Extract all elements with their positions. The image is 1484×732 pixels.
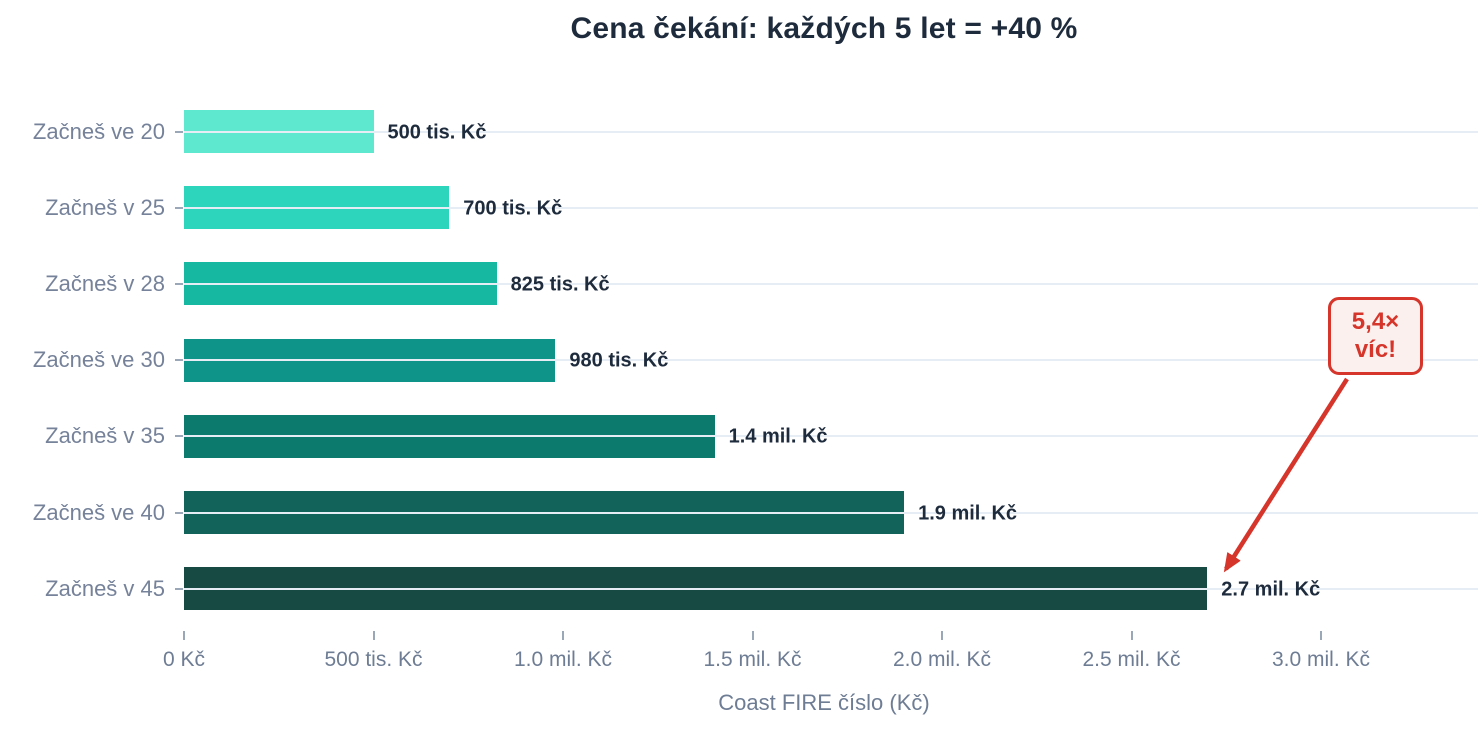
category-gridline	[184, 587, 1478, 590]
value-label: 2.7 mil. Kč	[1221, 578, 1321, 601]
category-gridline	[184, 359, 1478, 362]
x-axis-title: Coast FIRE číslo (Kč)	[718, 690, 930, 715]
category-label: Začneš v 35	[45, 423, 165, 449]
category-gridline	[184, 282, 1478, 285]
y-axis-tick	[175, 587, 183, 590]
category-gridline	[184, 435, 1478, 438]
x-axis-tick-label: 1.0 mil. Kč	[513, 648, 613, 671]
x-axis-tick-label: 0 Kč	[162, 648, 206, 671]
x-axis-tick-label: 2.0 mil. Kč	[892, 648, 992, 671]
category-label: Začneš v 25	[45, 194, 165, 220]
x-axis-tick-label: 1.5 mil. Kč	[703, 648, 802, 671]
value-label: 980 tis. Kč	[569, 349, 669, 372]
y-axis-tick	[175, 206, 183, 209]
chart-title: Cena čekání: každých 5 let = +40 %	[570, 12, 1078, 45]
x-axis-tick	[1320, 631, 1322, 640]
category-label: Začneš v 45	[45, 575, 165, 601]
y-axis-tick	[175, 435, 183, 438]
category-label: Začneš ve 30	[32, 347, 165, 373]
x-axis-tick-label: 3.0 mil. Kč	[1271, 648, 1371, 671]
x-axis-tick-label: 2.5 mil. Kč	[1082, 648, 1181, 671]
x-axis-tick	[562, 631, 564, 640]
value-label: 1.9 mil. Kč	[918, 502, 1018, 524]
x-axis-tick	[183, 631, 185, 640]
annotation-line1: 5,4×	[1351, 308, 1400, 336]
value-label: 1.4 mil. Kč	[728, 425, 828, 448]
category-label: Začneš v 28	[45, 270, 165, 296]
annotation-callout: 5,4× víc!	[1328, 297, 1423, 375]
category-gridline	[184, 130, 1478, 133]
value-label: 825 tis. Kč	[510, 273, 610, 296]
y-axis-tick	[175, 282, 183, 285]
category-label: Začneš ve 40	[32, 499, 165, 525]
x-axis-tick	[941, 631, 943, 640]
y-axis-tick	[175, 511, 183, 514]
x-axis-tick	[1130, 631, 1133, 640]
y-axis-tick	[175, 359, 183, 362]
value-label: 700 tis. Kč	[463, 197, 563, 220]
value-label: 500 tis. Kč	[387, 121, 487, 143]
category-gridline	[184, 206, 1478, 209]
x-axis-tick	[372, 631, 375, 640]
annotation-line2: víc!	[1354, 336, 1397, 363]
category-gridline	[184, 511, 1478, 514]
x-axis-tick	[751, 631, 754, 640]
x-axis-tick-label: 500 tis. Kč	[324, 648, 423, 671]
y-axis-tick	[175, 130, 183, 133]
category-label: Začneš ve 20	[32, 118, 165, 144]
